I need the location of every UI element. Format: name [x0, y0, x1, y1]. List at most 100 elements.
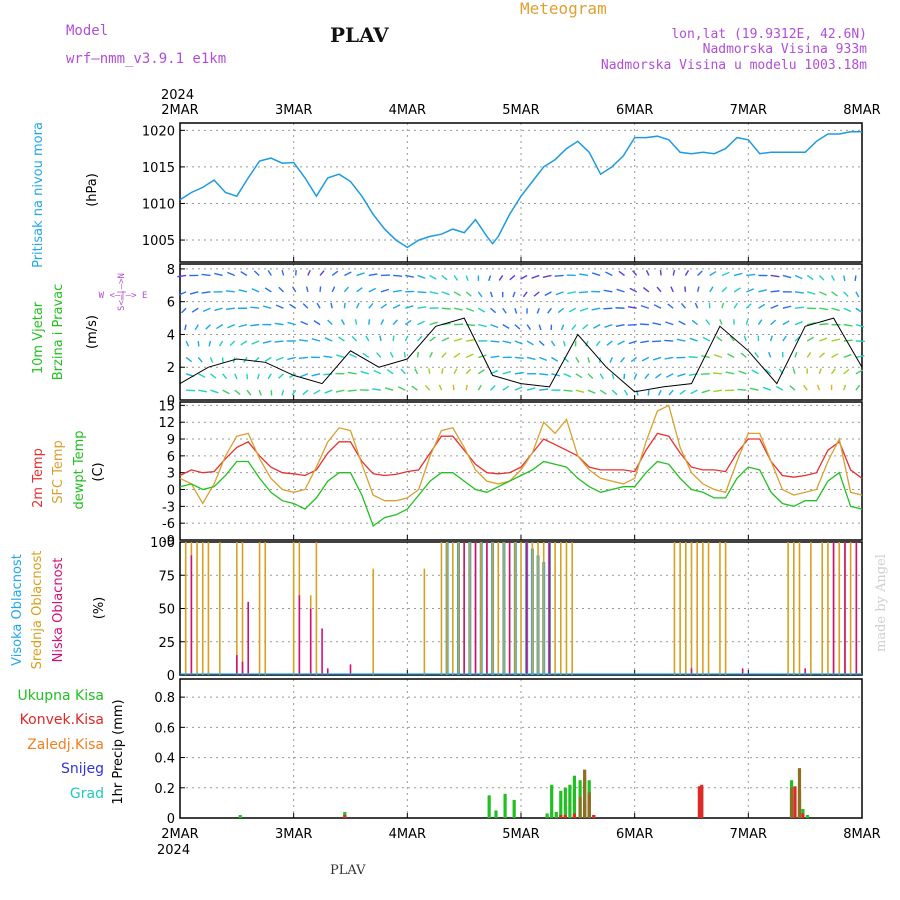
- wind-arrow: [603, 307, 613, 310]
- wind-arrow: [575, 373, 583, 379]
- station-title: PLAV: [330, 23, 389, 47]
- wind-arrow: [652, 356, 662, 361]
- wind-arrow: [227, 271, 236, 277]
- x-axis-top-labels: 2MAR 3MAR 4MAR 5MAR 6MAR 7MAR 8MAR: [161, 103, 880, 118]
- wind-arrow: [218, 340, 224, 347]
- wind-arrow: [855, 307, 863, 313]
- wind-arrow: [670, 286, 674, 293]
- wind-arrow: [347, 371, 357, 375]
- wind-arrow: [551, 356, 559, 362]
- wind-arrow: [818, 368, 822, 375]
- wind-arrow: [713, 353, 723, 359]
- wind-arrow: [659, 270, 662, 276]
- wind-arrow: [380, 288, 390, 293]
- wind-arrow: [593, 324, 601, 329]
- wind-arrow: [843, 323, 853, 327]
- wind-arrow: [806, 274, 814, 281]
- wind-arrow: [721, 302, 725, 309]
- wind-arrow: [567, 291, 576, 295]
- wind-arrow: [539, 388, 549, 391]
- wind-arrow: [830, 368, 836, 375]
- wind-arrow: [855, 323, 865, 328]
- wind-arrow: [356, 272, 365, 277]
- wind-arrow: [562, 340, 566, 347]
- wind-arrow: [831, 307, 840, 312]
- wind-arrow: [351, 335, 358, 342]
- wind-arrow: [831, 353, 839, 359]
- wind-arrow: [667, 303, 674, 309]
- wind-arrow: [465, 307, 475, 312]
- wind-arrow: [512, 291, 516, 298]
- wind-arrow: [214, 307, 223, 312]
- wind-arrow: [424, 384, 431, 391]
- wind-arrow: [557, 307, 565, 314]
- wind-arrow: [389, 351, 394, 358]
- wind-arrow: [452, 384, 455, 391]
- wind-arrow: [792, 368, 796, 375]
- wind-label-2: Brzina i Pravac: [51, 284, 66, 381]
- wind-arrow: [733, 287, 741, 293]
- wind-arrow: [689, 337, 698, 342]
- wind-arrow: [854, 275, 857, 281]
- temp-sfc-line: [179, 404, 863, 505]
- wind-arrow: [208, 340, 212, 347]
- y-tick-label: 6: [167, 450, 175, 465]
- wind-series: [177, 269, 865, 396]
- wind-arrow: [234, 389, 241, 396]
- wind-arrow: [331, 270, 339, 277]
- precip-total-bar: [563, 787, 567, 818]
- wind-arrow: [623, 389, 629, 396]
- wind-arrow: [609, 357, 613, 363]
- wind-arrow: [658, 389, 662, 396]
- wind-arrow: [302, 389, 309, 396]
- precip-label-5: Grad: [70, 786, 104, 802]
- wind-arrow: [514, 340, 523, 345]
- wind-arrow: [292, 286, 297, 293]
- wind-arrow: [287, 356, 296, 361]
- wind-arrow: [843, 384, 847, 391]
- wind-arrow: [655, 373, 662, 379]
- x-label-bottom: 8MAR: [843, 827, 880, 842]
- wind-arrow: [843, 368, 850, 375]
- pressure-series: [179, 131, 862, 249]
- wind-arrow: [274, 322, 284, 326]
- wind-arrow: [749, 387, 759, 391]
- wind-arrow: [392, 335, 395, 342]
- wind-arrow: [502, 385, 510, 391]
- wind-arrow: [291, 389, 297, 396]
- y-tick-label: 3: [167, 467, 175, 482]
- y-tick-label: 9: [167, 433, 175, 448]
- wind-arrow: [205, 324, 211, 330]
- wind-arrow: [323, 355, 333, 359]
- wind-arrow: [404, 335, 409, 342]
- wind-arrow: [770, 319, 777, 326]
- wind-arrow: [672, 269, 676, 276]
- wind-arrow: [627, 323, 637, 326]
- precip-total-bar: [238, 814, 242, 818]
- wind-arrow: [713, 389, 723, 393]
- wind-arrow: [185, 340, 190, 347]
- y-tick-label: -6: [162, 517, 175, 532]
- wind-arrow: [630, 356, 638, 363]
- wind-arrow: [331, 286, 336, 293]
- wind-arrow: [705, 319, 711, 326]
- wind-arrow: [222, 373, 228, 380]
- wind-arrow: [307, 269, 311, 276]
- wind-arrow: [274, 340, 284, 343]
- wind-arrow: [702, 336, 711, 342]
- wind-arrow: [429, 321, 438, 326]
- y-tick-label: 1010: [142, 197, 175, 212]
- wind-arrow: [225, 307, 235, 311]
- wind-arrow: [201, 273, 211, 277]
- y-tick-label: 1005: [142, 234, 175, 249]
- wind-arrow: [526, 324, 532, 331]
- wind-arrow: [738, 370, 747, 375]
- y-tick-label: -3: [162, 500, 175, 515]
- precip-convective-bar: [793, 786, 797, 818]
- wind-arrow: [843, 275, 846, 281]
- wind-arrow: [354, 319, 358, 325]
- panel-precip: 0 0.2 0.4 0.6 0.8: [154, 678, 863, 827]
- wind-arrow: [490, 355, 500, 359]
- wind-arrow: [604, 323, 613, 328]
- panel-temp: -9 -6 -30 3 6 9 12 15: [158, 399, 863, 549]
